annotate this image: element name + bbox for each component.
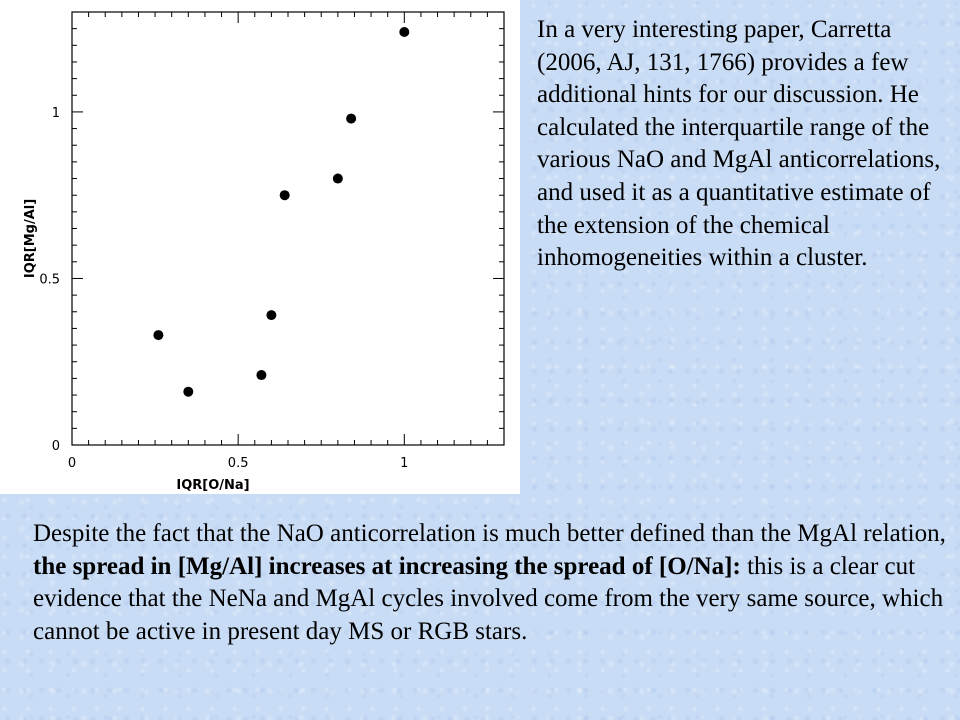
- y-tick-label: 0: [52, 439, 60, 454]
- y-axis-title: IQR[Mg/Al]: [23, 199, 38, 278]
- y-tick-label: 0.5: [39, 272, 60, 287]
- data-point: [183, 386, 194, 397]
- x-tick-label: 0.5: [228, 456, 249, 471]
- y-tick-label: 1: [52, 106, 60, 121]
- bottom-paragraph: Despite the fact that the NaO anticorrel…: [33, 518, 948, 648]
- x-axis-title: IQR[O/Na]: [176, 478, 249, 493]
- data-point: [332, 173, 343, 184]
- data-point: [279, 190, 290, 201]
- x-tick-label: 0: [68, 456, 76, 471]
- plot-frame: [71, 11, 505, 446]
- data-point: [256, 370, 267, 381]
- chart-panel: 0 0.5 1 0 0.5 1 IQR[O/Na] IQR[Mg/Al]: [0, 0, 520, 494]
- data-point: [153, 330, 164, 341]
- bottom-paragraph-part2: this is a clear cut evidence that the Ne…: [33, 552, 944, 645]
- scatter-chart: 0 0.5 1 0 0.5 1 IQR[O/Na] IQR[Mg/Al]: [23, 11, 505, 493]
- side-paragraph: In a very interesting paper, Carretta (2…: [537, 16, 941, 272]
- data-point: [346, 113, 357, 124]
- bottom-paragraph-bold: the spread in [Mg/Al] increases at incre…: [33, 552, 741, 580]
- bottom-paragraph-part1: Despite the fact that the NaO anticorrel…: [33, 520, 946, 547]
- data-points: [153, 26, 410, 397]
- x-tick-label: 1: [400, 456, 408, 471]
- data-point: [266, 310, 277, 321]
- axis-ticks: [71, 11, 505, 446]
- tick-labels: 0 0.5 1 0 0.5 1: [39, 106, 408, 471]
- data-point: [399, 26, 410, 37]
